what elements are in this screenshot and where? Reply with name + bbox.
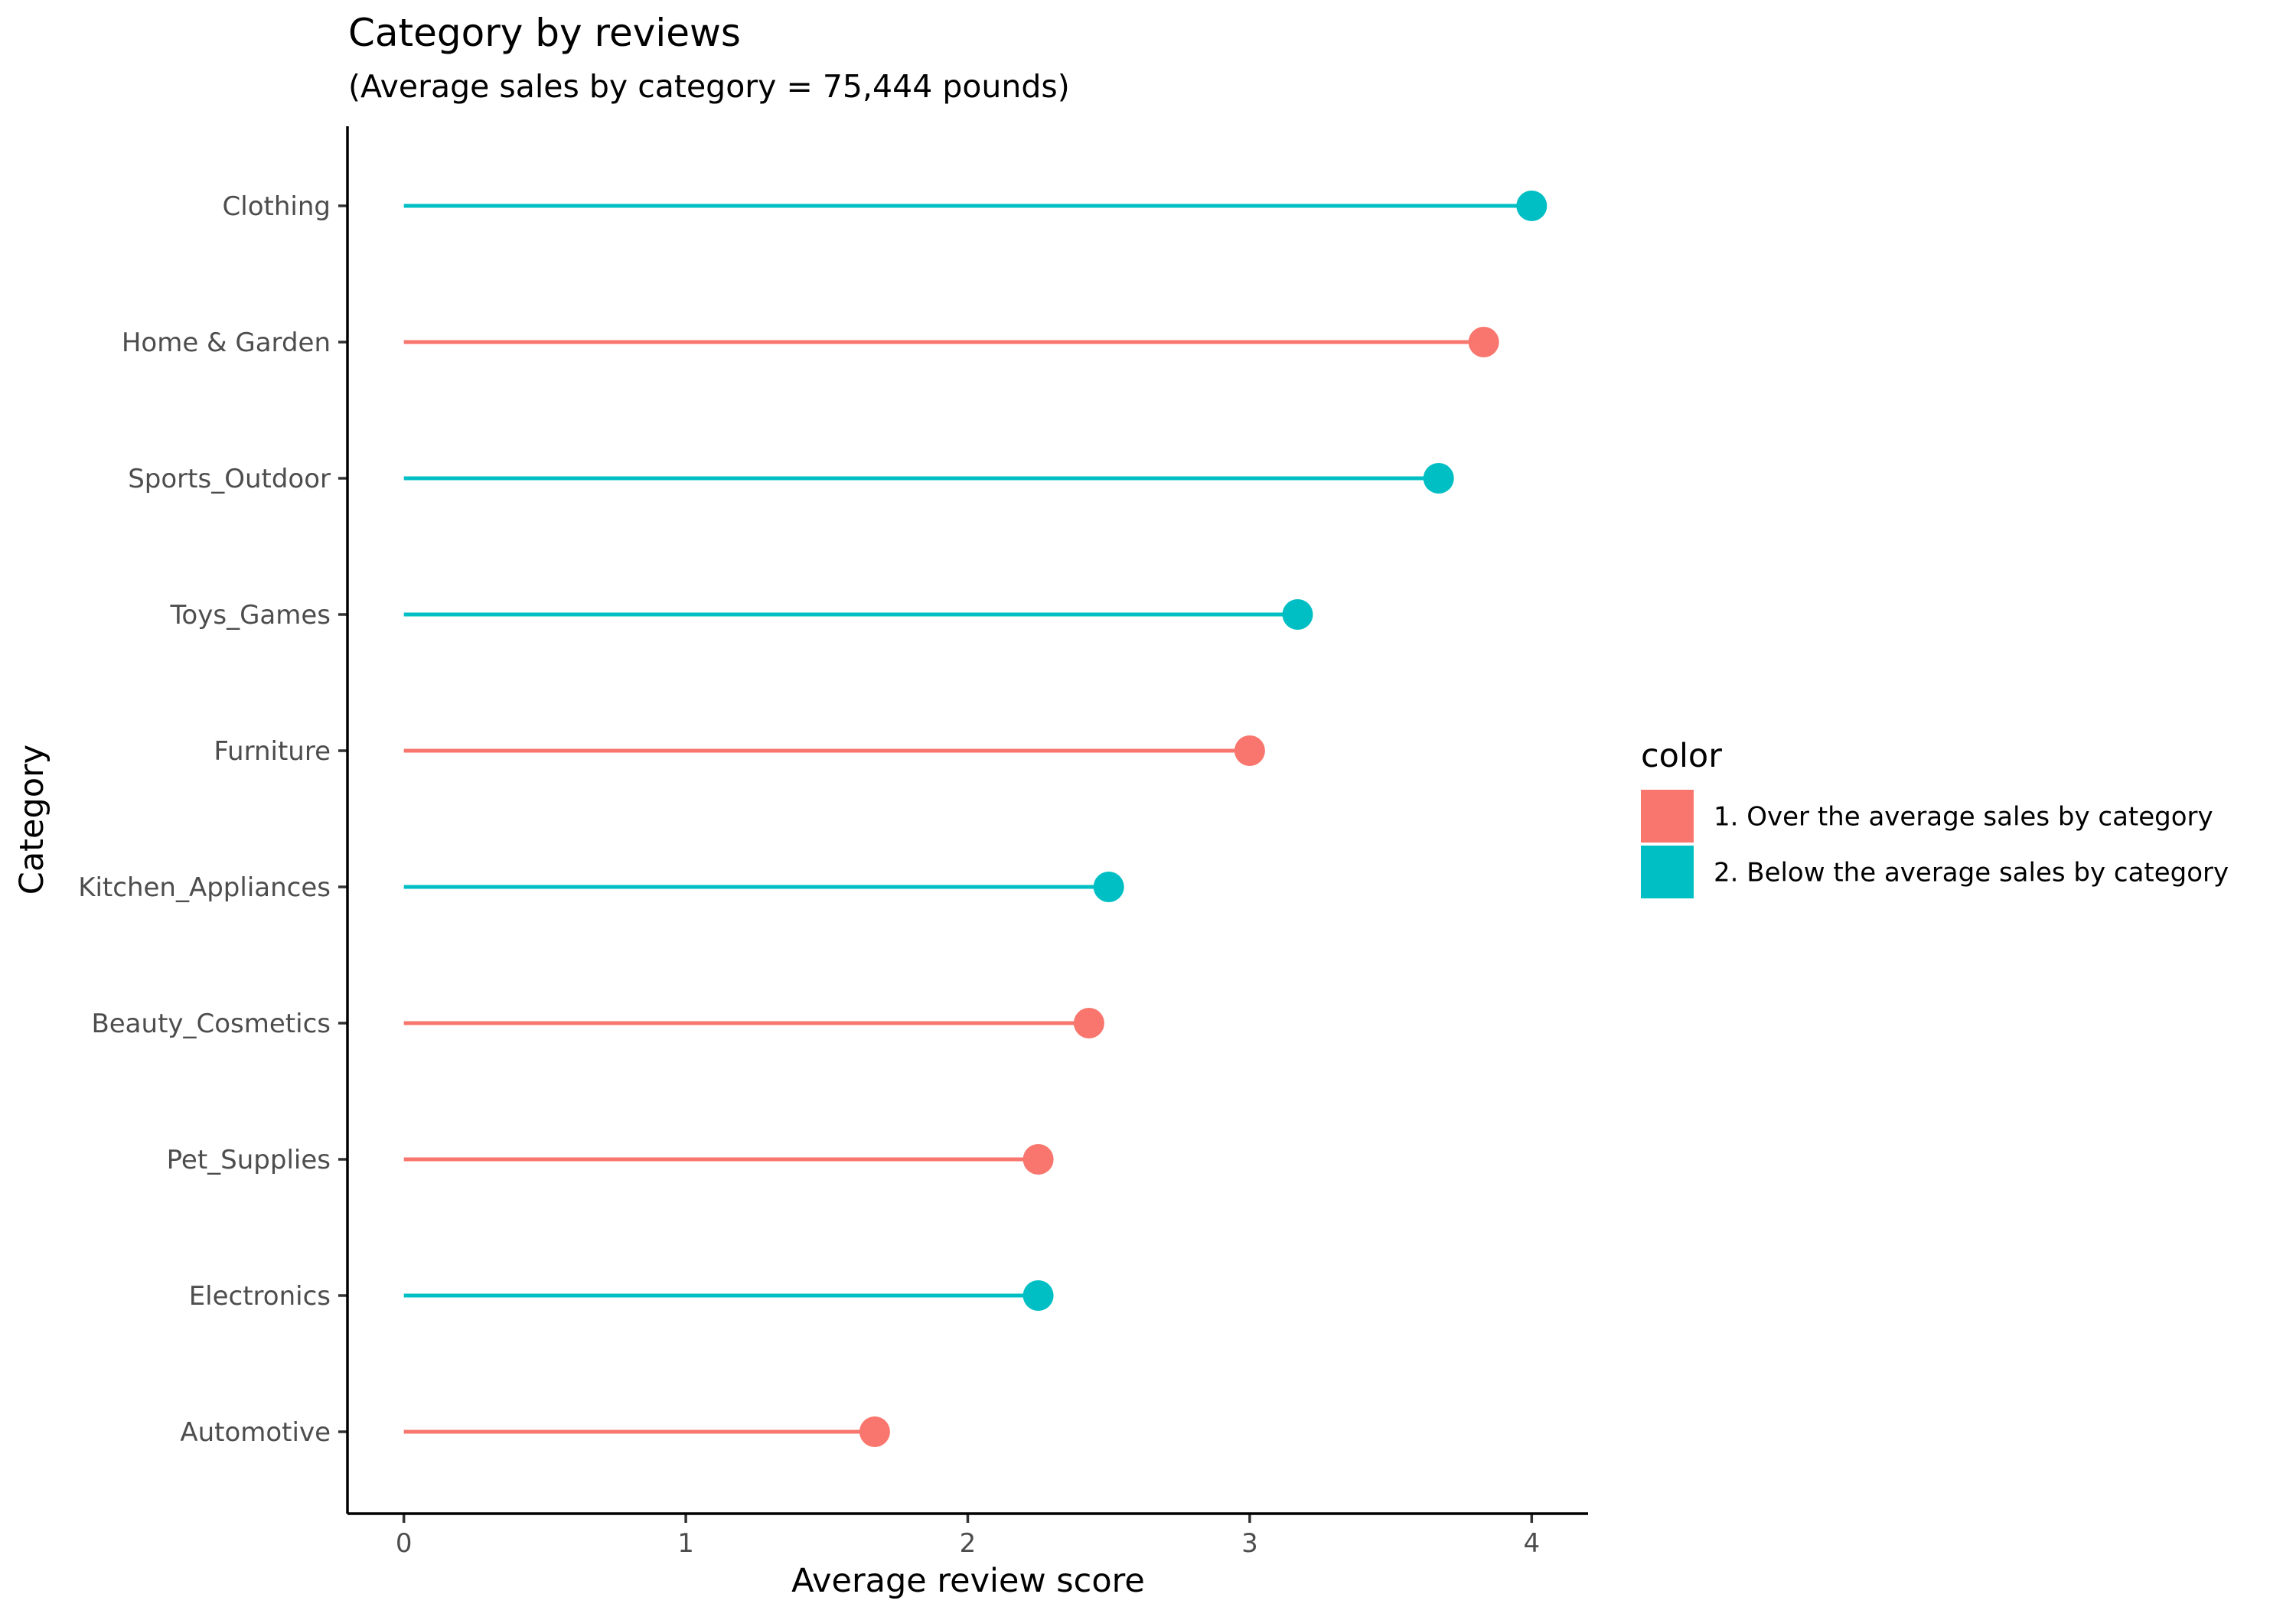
y-tick-label: Furniture xyxy=(214,736,331,767)
legend-label: 1. Over the average sales by category xyxy=(1714,802,2213,833)
legend-key xyxy=(1641,846,1694,898)
y-axis-title: Category xyxy=(13,745,51,895)
lollipop-point xyxy=(1073,1008,1104,1038)
y-tick-label: Sports_Outdoor xyxy=(128,464,331,494)
lollipop-point xyxy=(859,1416,890,1447)
legend-entries: 1. Over the average sales by category 2. … xyxy=(1641,790,2229,898)
y-tick-label: Kitchen_Appliances xyxy=(78,872,331,903)
legend-title: color xyxy=(1641,737,1722,775)
lollipop-point xyxy=(1468,327,1499,357)
x-tick-label: 4 xyxy=(1523,1528,1540,1559)
y-tick-label: Clothing xyxy=(223,191,331,222)
x-axis-ticks: 0 1 2 3 4 xyxy=(396,1514,1540,1559)
lollipop-point xyxy=(1282,599,1313,630)
legend: color 1. Over the average sales by categ… xyxy=(1641,737,2229,898)
legend-label: 2. Below the average sales by category xyxy=(1714,858,2229,888)
y-tick-label: Beauty_Cosmetics xyxy=(91,1009,331,1039)
y-tick-label: Toys_Games xyxy=(169,600,331,631)
x-tick-label: 2 xyxy=(960,1528,977,1559)
lollipop-point xyxy=(1022,1280,1054,1311)
lollipop-point xyxy=(1516,191,1548,221)
legend-key xyxy=(1641,790,1694,843)
lollipop-point xyxy=(1234,735,1265,766)
chart-subtitle: (Average sales by category = 75,444 poun… xyxy=(348,68,1070,105)
y-tick-label: Home & Garden xyxy=(122,328,331,358)
x-tick-label: 0 xyxy=(396,1528,413,1559)
x-tick-label: 3 xyxy=(1241,1528,1258,1559)
x-tick-label: 1 xyxy=(677,1528,694,1559)
lollipop-point xyxy=(1022,1144,1054,1175)
x-axis-title: Average review score xyxy=(791,1562,1145,1600)
lollipop-point xyxy=(1423,463,1454,494)
y-tick-label: Automotive xyxy=(180,1417,331,1448)
y-tick-label: Pet_Supplies xyxy=(167,1145,331,1175)
y-tick-label: Electronics xyxy=(189,1281,331,1312)
chart-title: Category by reviews xyxy=(348,11,741,55)
plot-marks xyxy=(403,191,1548,1447)
y-axis-ticks: Clothing Home & Garden Sports_Outdoor Toys_… xyxy=(78,191,347,1448)
lollipop-point xyxy=(1093,872,1124,902)
